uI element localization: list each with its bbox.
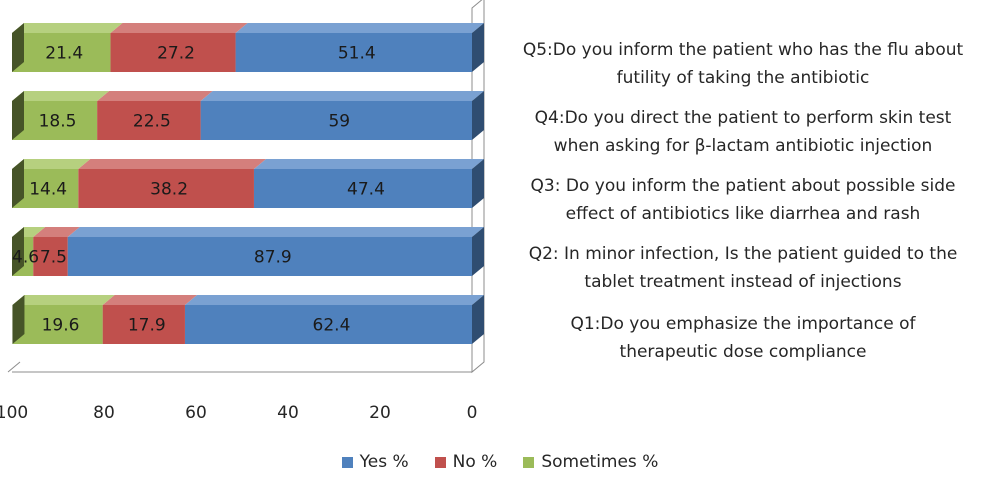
bar-end-cap-q3 [12, 159, 24, 208]
bar-top-sometimes-q1 [12, 295, 115, 305]
category-label-line: Q4:Do you direct the patient to perform … [534, 108, 952, 128]
value-label: 19.6 [42, 316, 80, 336]
legend-label: Sometimes % [541, 452, 659, 472]
value-label: 59 [328, 112, 350, 132]
value-label: 47.4 [347, 180, 385, 200]
category-label-line: Q2: In minor infection, Is the patient g… [528, 244, 958, 264]
bar-segment-sometimes-q5 [12, 33, 111, 72]
category-label-line: tablet treatment instead of injections [584, 272, 902, 292]
legend-item-sometimes: Sometimes % [523, 452, 658, 472]
floor-edge [7, 361, 21, 373]
category-label-q3: Q3: Do you inform the patient about poss… [488, 172, 998, 228]
bar-top-no-q3 [78, 159, 266, 169]
value-label: 87.9 [254, 248, 292, 268]
legend-item-yes: Yes % [341, 452, 409, 472]
bar-top-yes-q5 [235, 23, 484, 33]
legend-swatch [341, 456, 353, 468]
bar-top-yes-q3 [253, 159, 484, 169]
x-tick-label: 100 [0, 403, 28, 423]
x-tick-label: 20 [369, 403, 391, 423]
bar-segment-sometimes-q4 [12, 101, 98, 140]
bar-segment-yes-q2 [67, 237, 472, 276]
category-label-q4: Q4:Do you direct the patient to perform … [488, 104, 998, 160]
category-label-line: futility of taking the antibiotic [616, 68, 870, 88]
legend-item-no: No % [434, 452, 498, 472]
value-label: 14.4 [29, 180, 67, 200]
bar-right-face-q1 [472, 295, 484, 344]
value-label: 27.2 [157, 44, 195, 64]
category-label-line: therapeutic dose compliance [619, 342, 867, 362]
bar-right-face-q4 [472, 91, 484, 140]
bar-top-yes-q1 [184, 295, 484, 305]
category-label-line: when asking for β-lactam antibiotic inje… [553, 136, 933, 156]
bar-right-face-q2 [472, 227, 484, 276]
x-tick-label: 40 [277, 403, 299, 423]
legend-swatch [434, 456, 446, 468]
category-label-q5: Q5:Do you inform the patient who has the… [488, 36, 998, 92]
bar-segment-no-q5 [110, 33, 236, 72]
bar-segment-no-q3 [78, 169, 254, 208]
bar-right-face-q3 [472, 159, 484, 208]
bar-top-no-q5 [110, 23, 248, 33]
bar-top-no-q4 [97, 91, 213, 101]
value-label: 62.4 [313, 316, 351, 336]
legend-label: Yes % [359, 452, 409, 472]
bar-end-cap-q2 [12, 227, 24, 276]
legend: Yes % No % Sometimes % [0, 452, 1000, 472]
category-label-line: Q3: Do you inform the patient about poss… [530, 176, 956, 196]
bar-right-face-q5 [472, 23, 484, 72]
bar-end-cap-q1 [12, 295, 25, 344]
bar-segment-no-q2 [33, 237, 68, 276]
value-label: 21.4 [45, 44, 83, 64]
bar-segment-yes-q1 [184, 305, 472, 344]
x-tick-label: 80 [93, 403, 115, 423]
bar-end-cap-q4 [12, 91, 24, 140]
category-label-q1: Q1:Do you emphasize the importance of the… [488, 310, 998, 366]
category-label-line: Q5:Do you inform the patient who has the… [522, 40, 964, 60]
value-label: 7.5 [40, 248, 67, 268]
category-label-q2: Q2: In minor infection, Is the patient g… [488, 240, 998, 296]
value-label: 38.2 [150, 180, 188, 200]
bar-segment-sometimes-q1 [12, 305, 103, 344]
legend-label: No % [452, 452, 498, 472]
x-tick-label: 0 [467, 403, 478, 423]
bar-segment-yes-q4 [200, 101, 472, 140]
value-label: 51.4 [338, 44, 376, 64]
bar-segment-yes-q3 [253, 169, 472, 208]
bar-top-sometimes-q4 [12, 91, 110, 101]
category-label-line: Q1:Do you emphasize the importance of [570, 314, 916, 334]
x-tick-label: 60 [185, 403, 207, 423]
bar-top-yes-q4 [200, 91, 484, 101]
bar-end-cap-q5 [12, 23, 24, 72]
value-label: 22.5 [133, 112, 171, 132]
bar-top-yes-q2 [67, 227, 484, 237]
value-label: 18.5 [39, 112, 77, 132]
legend-swatch [523, 456, 535, 468]
bar-top-sometimes-q3 [12, 159, 91, 169]
value-label: 17.9 [128, 316, 166, 336]
category-label-line: effect of antibiotics like diarrhea and … [565, 204, 921, 224]
bar-segment-no-q4 [97, 101, 201, 140]
value-label: 4.6 [12, 248, 39, 268]
bar-top-no-q1 [102, 295, 197, 305]
bar-segment-yes-q5 [235, 33, 472, 72]
bar-top-no-q2 [33, 227, 80, 237]
bar-segment-no-q1 [102, 305, 185, 344]
bar-top-sometimes-q5 [12, 23, 123, 33]
